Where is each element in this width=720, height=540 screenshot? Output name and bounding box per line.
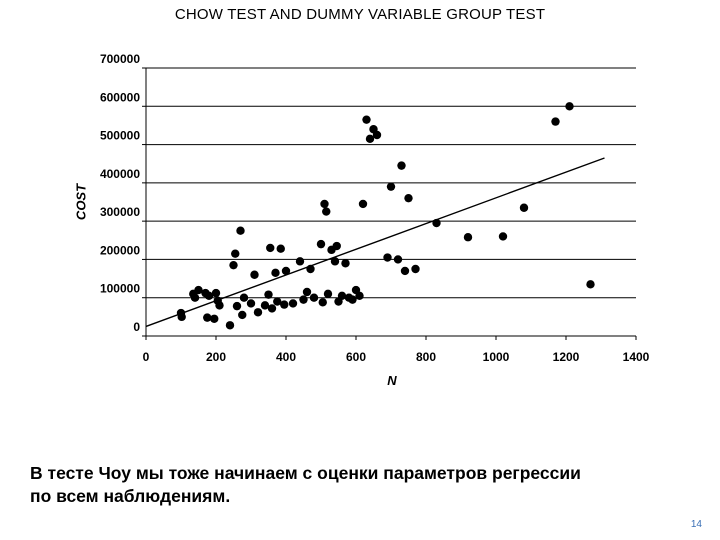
data-point: [341, 259, 350, 268]
x-tick-label: 200: [206, 350, 226, 364]
data-point: [288, 299, 298, 308]
data-point: [400, 266, 410, 276]
data-point: [337, 291, 347, 300]
data-point: [362, 115, 371, 124]
data-point: [322, 207, 331, 216]
page-number: 14: [690, 519, 702, 530]
x-tick-label: 600: [346, 350, 366, 364]
x-tick-label: 1200: [553, 350, 580, 364]
x-tick-label: 800: [416, 350, 436, 364]
data-point: [365, 134, 375, 144]
data-point: [280, 300, 289, 309]
y-tick-label: 400000: [100, 167, 140, 181]
x-tick-label: 1000: [483, 350, 510, 364]
data-point: [393, 255, 403, 264]
data-point: [271, 268, 280, 278]
data-point: [253, 308, 263, 317]
y-tick-label: 200000: [100, 243, 140, 257]
slide-caption: В тесте Чоу мы тоже начинаем с оценки па…: [30, 462, 690, 508]
y-tick-label: 500000: [100, 129, 140, 143]
caption-line-2: по всем наблюдениям.: [30, 486, 231, 506]
data-point: [229, 260, 238, 270]
y-tick-label: 700000: [100, 52, 140, 66]
slide-title: CHOW TEST AND DUMMY VARIABLE GROUP TEST: [174, 6, 546, 23]
data-point: [318, 298, 327, 307]
data-point: [519, 203, 529, 212]
data-point: [586, 280, 595, 289]
data-point: [204, 291, 214, 300]
data-point: [211, 288, 221, 298]
x-axis-title: N: [387, 373, 397, 388]
data-point: [236, 226, 245, 235]
data-point: [246, 299, 256, 308]
regression-line: [145, 157, 605, 328]
y-tick-label: 100000: [100, 282, 140, 296]
data-point: [225, 321, 235, 330]
data-point: [383, 253, 392, 262]
caption-line-1: В тесте Чоу мы тоже начинаем с оценки па…: [30, 463, 581, 483]
y-tick-label: 300000: [100, 205, 140, 219]
data-point: [330, 257, 340, 266]
data-point: [276, 244, 285, 253]
data-point: [194, 285, 203, 295]
data-point: [273, 297, 282, 306]
data-point: [190, 293, 200, 302]
x-tick-label: 400: [276, 350, 296, 364]
data-point: [306, 264, 315, 274]
data-point: [323, 289, 333, 299]
data-points: [176, 102, 595, 330]
data-point: [372, 130, 382, 140]
y-axis-title: COST: [73, 183, 88, 220]
data-point: [358, 199, 368, 209]
x-tick-label: 0: [143, 350, 150, 364]
data-point: [281, 266, 291, 276]
data-point: [267, 304, 277, 313]
axes: [142, 67, 637, 340]
data-point: [231, 249, 240, 258]
data-point: [316, 239, 326, 249]
data-point: [355, 291, 364, 300]
data-point: [232, 301, 242, 311]
data-point: [210, 314, 219, 323]
y-tick-label: 0: [133, 320, 140, 334]
data-point: [320, 199, 329, 209]
data-point: [551, 117, 560, 126]
data-point: [264, 290, 273, 299]
data-point: [348, 295, 357, 304]
data-point: [215, 301, 224, 310]
data-point: [266, 243, 275, 253]
data-point: [565, 102, 574, 111]
data-point: [238, 310, 247, 320]
data-point: [302, 287, 312, 297]
y-tick-label: 600000: [100, 90, 140, 104]
data-point: [299, 295, 308, 304]
data-point: [203, 313, 212, 322]
data-point: [250, 270, 259, 279]
data-point: [404, 193, 413, 203]
data-point: [295, 257, 305, 266]
scatter-chart: 0 100000 200000 300000 400000 500000 600000 700…: [73, 52, 650, 388]
regression-line-group: [145, 157, 605, 328]
data-point: [498, 232, 508, 241]
tick-labels: 0 100000 200000 300000 400000 500000 600000 700…: [100, 52, 650, 364]
data-point: [309, 293, 319, 302]
data-point: [432, 218, 441, 228]
data-point: [239, 293, 249, 302]
data-point: [397, 161, 406, 170]
data-point: [260, 301, 270, 310]
data-point: [411, 264, 420, 274]
data-point: [463, 233, 473, 242]
x-tick-label: 1400: [623, 350, 650, 364]
data-point: [177, 312, 186, 322]
data-point: [386, 182, 396, 191]
data-point: [332, 241, 341, 251]
